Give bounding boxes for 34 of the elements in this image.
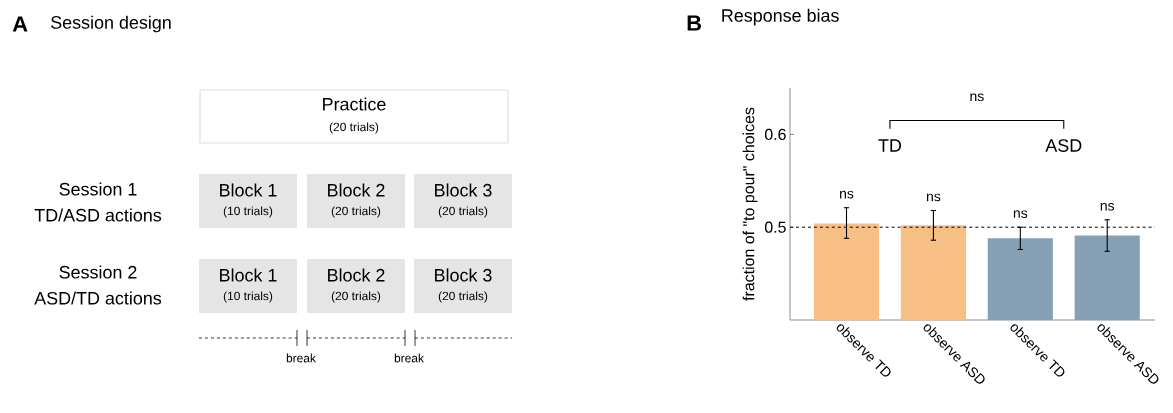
data-label: ns (1100, 202, 1115, 211)
text: (20 trials) (329, 122, 379, 134)
text: break (394, 353, 424, 363)
y-tick-label: 0.5 (764, 221, 786, 233)
text: (20 trials) (331, 206, 381, 218)
data-label: ns (840, 190, 854, 199)
text: Block 1 (220, 183, 277, 197)
text: Session 2 (59, 265, 137, 279)
data-label: ns (1013, 210, 1028, 218)
annotation: ns (970, 93, 984, 102)
text: B (687, 15, 702, 31)
text: ASD/TD actions (34, 291, 162, 305)
text: Block 1 (220, 268, 277, 282)
text: (20 trials) (438, 291, 488, 303)
text: Block 2 (328, 183, 385, 197)
annotation: TD (878, 139, 902, 152)
text: Block 3 (435, 268, 492, 282)
text: Session design (51, 15, 171, 33)
y-axis-title: fraction of "to pour" choices (742, 107, 758, 301)
y-tick-label: 0.6 (764, 128, 786, 141)
text: break (286, 353, 316, 363)
text: Session 1 (59, 182, 137, 196)
text: (10 trials) (223, 206, 273, 218)
text: A (12, 16, 28, 32)
text: Practice (323, 97, 386, 111)
text: (20 trials) (438, 206, 488, 218)
data-label: ns (926, 193, 941, 202)
text: TD/ASD actions (34, 208, 162, 222)
chart-title: Response bias (722, 8, 839, 26)
text: (20 trials) (331, 291, 381, 303)
text: Block 3 (435, 183, 492, 197)
text: Block 2 (328, 268, 385, 282)
text: (10 trials) (223, 291, 273, 303)
annotation: ASD (1045, 139, 1082, 152)
